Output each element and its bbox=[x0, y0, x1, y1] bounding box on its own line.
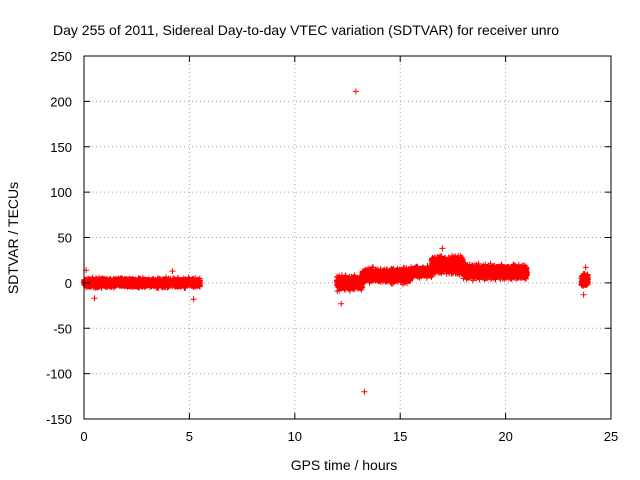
chart-title: Day 255 of 2011, Sidereal Day-to-day VTE… bbox=[53, 22, 559, 38]
data-points bbox=[81, 88, 591, 395]
grid bbox=[84, 56, 611, 419]
